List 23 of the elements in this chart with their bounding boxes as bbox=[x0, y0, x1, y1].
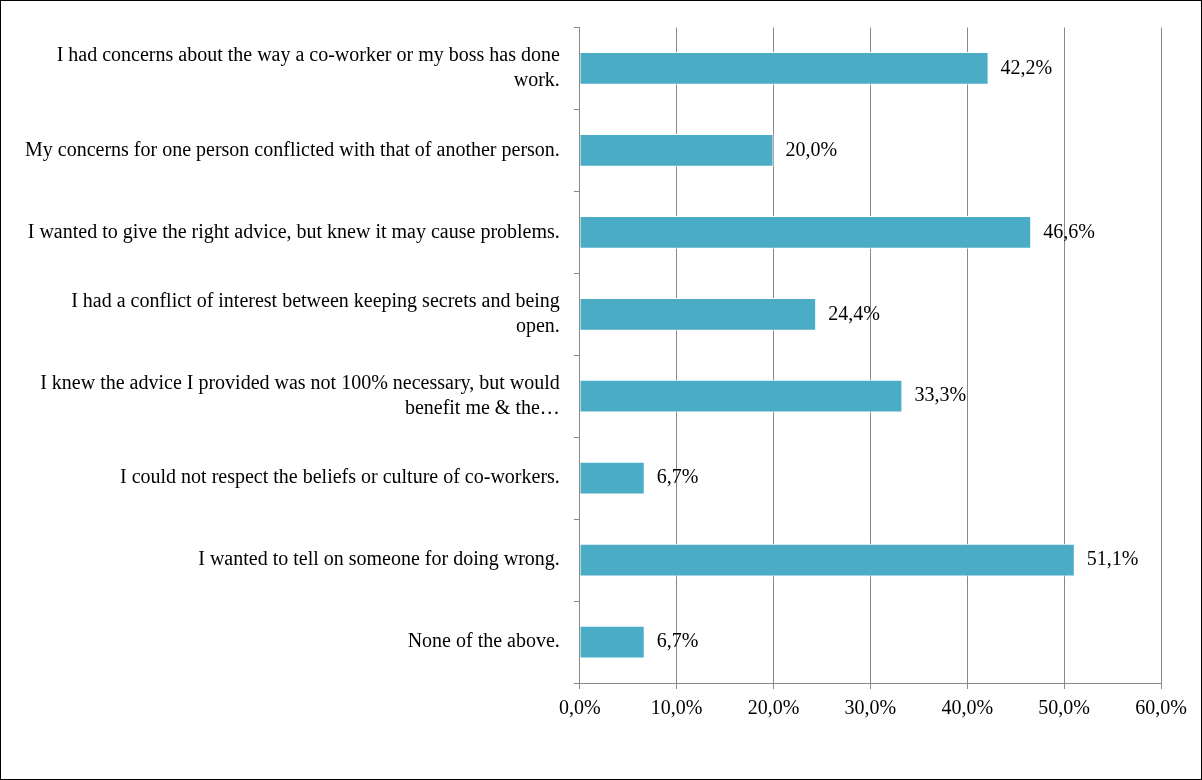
y-tick-label: I knew the advice I provided was not 100% necessary, but would benefit me & the… bbox=[40, 370, 560, 418]
y-tick-label: I had a conflict of interest between keeping secrets and being open. bbox=[71, 289, 560, 338]
data-label: 51,1% bbox=[1086, 547, 1139, 570]
data-label: 42,2% bbox=[1000, 55, 1053, 78]
y-tick-label: I had concerns about the way a co-worker or my boss has done work. bbox=[56, 43, 560, 91]
x-tick-label: 0,0% bbox=[559, 696, 601, 719]
data-label: 6,7% bbox=[656, 629, 699, 652]
y-tick-label: I wanted to tell on someone for doing wrong. bbox=[198, 547, 560, 571]
x-tick-label: 60,0% bbox=[1135, 696, 1187, 719]
x-tick-label: 30,0% bbox=[844, 696, 897, 719]
data-label: 20,0% bbox=[785, 137, 838, 160]
y-tick-label: I wanted to give the right advice, but knew it may cause problems. bbox=[27, 219, 560, 243]
x-tick-label: 20,0% bbox=[747, 696, 800, 719]
x-tick-label: 50,0% bbox=[1038, 696, 1090, 719]
data-label: 46,6% bbox=[1043, 219, 1095, 242]
data-label: 6,7% bbox=[656, 465, 699, 488]
data-label: 33,3% bbox=[914, 383, 967, 406]
y-tick-label: None of the above. bbox=[407, 629, 560, 652]
x-tick-label: 40,0% bbox=[941, 696, 994, 719]
x-tick-label: 10,0% bbox=[650, 696, 703, 719]
y-tick-label: My concerns for one person conflicted with that of another person. bbox=[24, 137, 560, 161]
data-label: 24,4% bbox=[828, 301, 880, 324]
y-tick-label: I could not respect the beliefs or culture of co-workers. bbox=[119, 465, 560, 489]
